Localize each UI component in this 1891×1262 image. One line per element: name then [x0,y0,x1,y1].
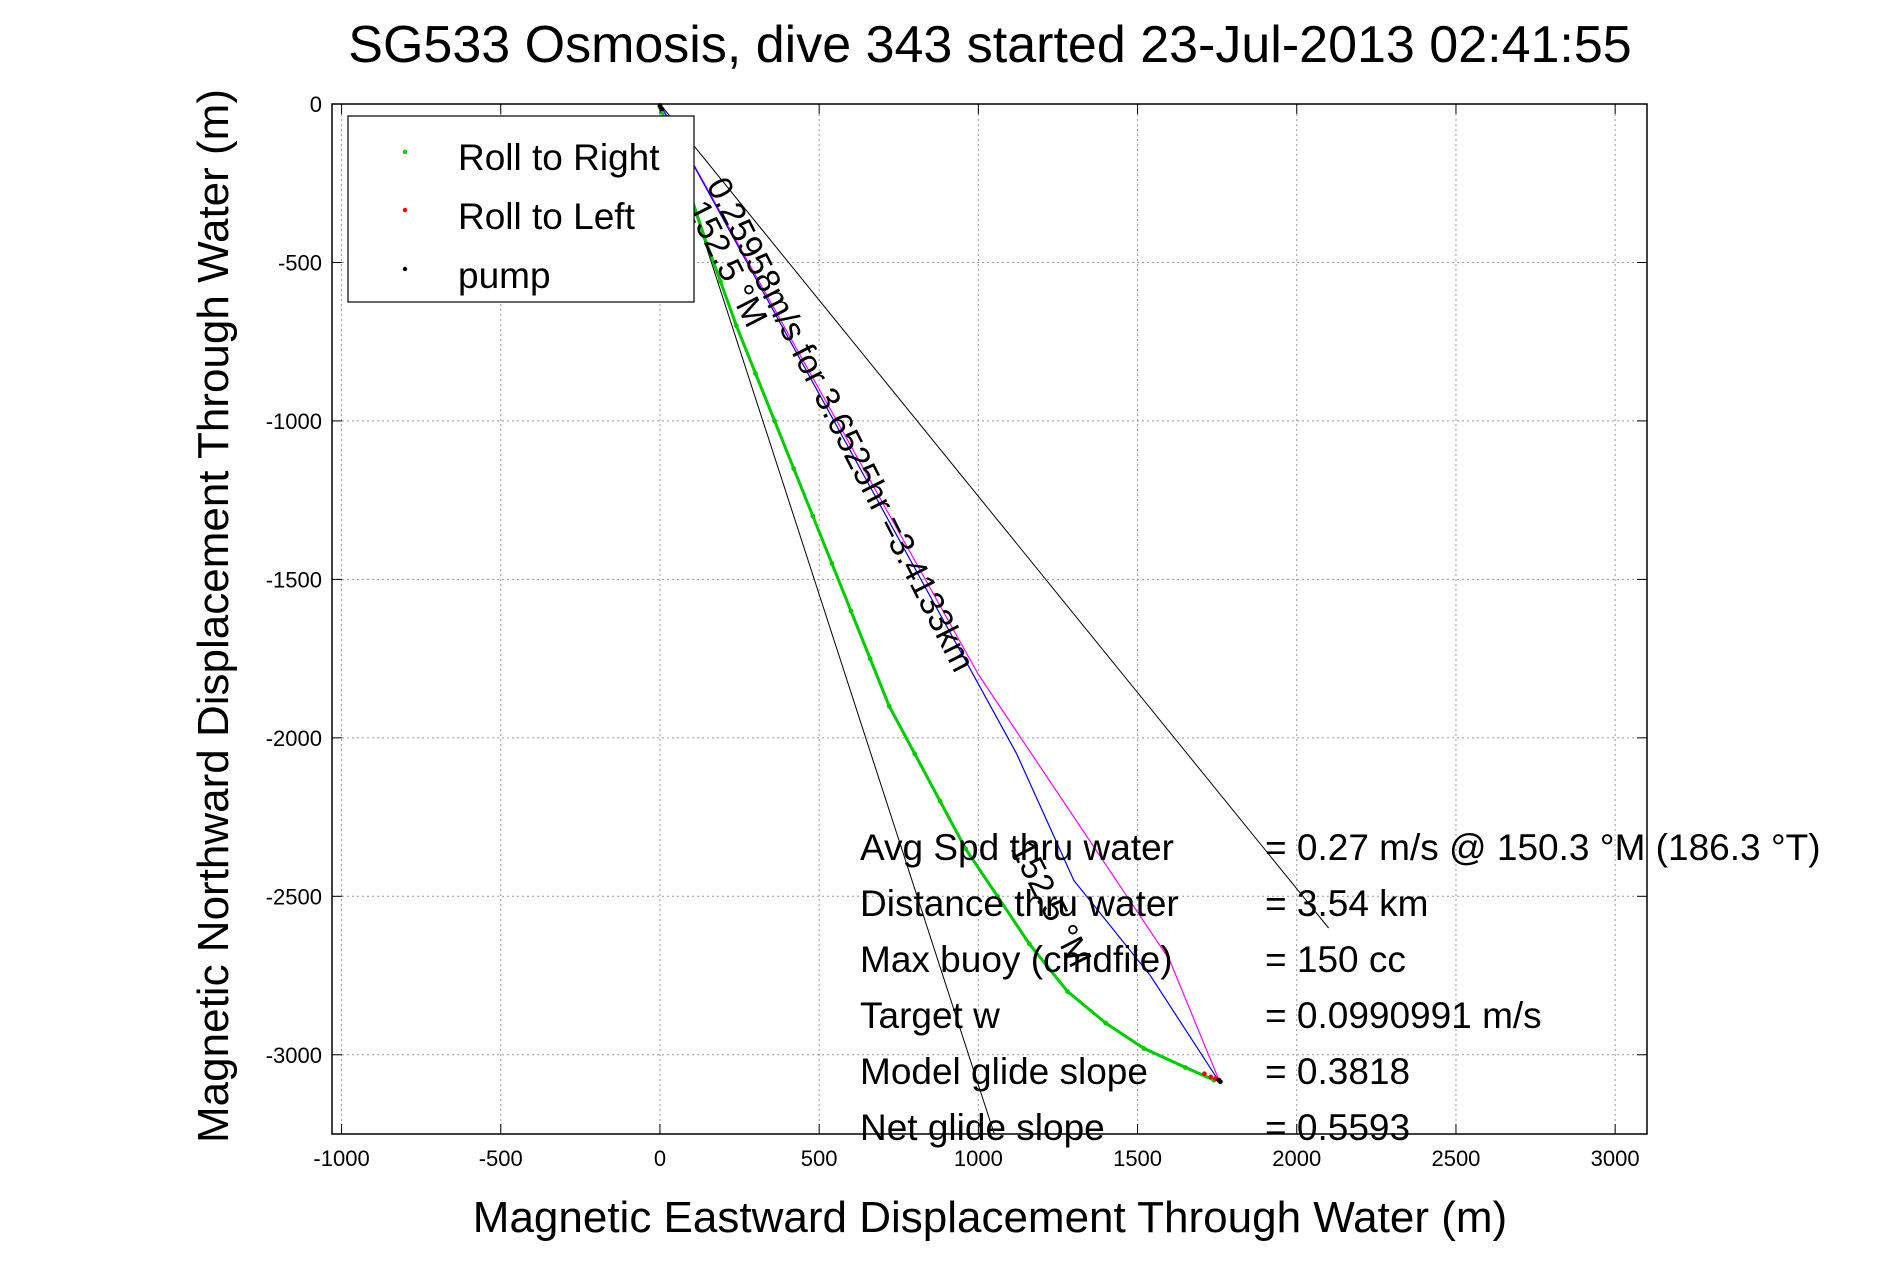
heading-line-1 [659,103,1329,929]
x-tick-label: 0 [654,1146,666,1171]
y-tick-label: -2500 [266,884,322,909]
x-tick-label: 1500 [1113,1146,1162,1171]
x-tick-label: 1000 [954,1146,1003,1171]
stat-label-model-glide: Model glide slope [860,1051,1148,1092]
stat-label-net-glide: Net glide slope [860,1107,1105,1148]
point-roll-to-right [963,846,969,852]
y-tick-label: -1000 [266,409,322,434]
y-tick-label: -3000 [266,1043,322,1068]
x-tick-label: 500 [801,1146,838,1171]
point-roll-to-right [937,798,943,804]
plot-frame [331,103,1648,1135]
point-roll-to-left [1208,1074,1214,1080]
legend-label-roll-left: Roll to Left [458,196,636,237]
stat-value-avg-speed: = 0.27 m/s @ 150.3 °M (186.3 °T) [1265,827,1821,868]
stat-value-distance: = 3.54 km [1265,883,1429,924]
point-roll-to-right [772,418,777,424]
stat-value-net-glide: = 0.5593 [1265,1107,1410,1148]
y-tick-label: -500 [278,250,322,275]
point-roll-to-right [1065,988,1070,994]
x-axis-label: Magnetic Eastward Displacement Through W… [473,1193,1507,1242]
current-annotation-text: 0.25958m/s for 3.6525hr =3.4133km [699,171,982,677]
legend-label-pump: pump [458,255,551,296]
point-roll-to-right [733,323,739,329]
point-roll-to-right [886,703,892,709]
stat-value-target-w: = 0.0990991 m/s [1265,995,1542,1036]
point-roll-to-right [753,370,758,376]
legend-marker-pump [402,266,408,272]
stat-label-distance: Distance thru water [860,883,1179,924]
stat-label-max-buoy: Max buoy (cmdfile) [860,939,1173,980]
dive-stats: Avg Spd thru water = 0.27 m/s @ 150.3 °M… [860,827,1821,1148]
point-roll-to-right [791,466,797,471]
y-axis-label: Magnetic Northward Displacement Through … [189,89,238,1143]
point-roll-to-right [867,656,873,662]
legend: Roll to Right Roll to Left pump [347,115,695,303]
x-tick-label: 2000 [1272,1146,1321,1171]
point-roll-to-left [1202,1071,1207,1077]
x-tick-label: -1000 [313,1146,369,1171]
stat-label-avg-speed: Avg Spd thru water [860,827,1174,868]
x-tick-label: 2500 [1431,1146,1480,1171]
heading-line-0 [659,103,995,1135]
point-roll-to-right [1141,1046,1147,1051]
track-line-0 [659,103,1221,1084]
y-tick-label: -1500 [266,567,322,592]
point-roll-to-right [1182,1065,1188,1070]
legend-marker-roll-right [402,149,408,155]
x-tick-label: -500 [479,1146,523,1171]
chart-title: SG533 Osmosis, dive 343 started 23-Jul-2… [348,16,1631,74]
point-pump [1217,1079,1223,1085]
point-roll-to-right [829,561,835,566]
axis-ticks: -1000 -500 0 500 1000 1500 2000 2500 3000 0 -500 -1… [266,92,1647,1171]
point-roll-to-right [702,234,707,240]
point-roll-to-right [912,751,918,757]
legend-marker-roll-left [402,207,408,213]
point-roll-to-right [1103,1020,1109,1026]
current-annotation: 0.25958m/s for 3.6525hr =3.4133km [699,171,982,677]
y-tick-label: 0 [310,92,322,117]
legend-label-roll-right: Roll to Right [458,137,660,178]
x-tick-label: 3000 [1591,1146,1640,1171]
point-roll-to-right [1026,941,1032,947]
point-roll-to-right [718,279,723,284]
point-roll-to-right [848,608,854,614]
stat-value-model-glide: = 0.3818 [1265,1051,1410,1092]
stat-label-target-w: Target w [860,995,1000,1036]
point-roll-to-right [810,513,816,519]
y-tick-label: -2000 [266,726,322,751]
track-line-1 [659,103,1221,1084]
stat-value-max-buoy: = 150 cc [1265,939,1406,980]
point-roll-to-right [995,893,1000,899]
